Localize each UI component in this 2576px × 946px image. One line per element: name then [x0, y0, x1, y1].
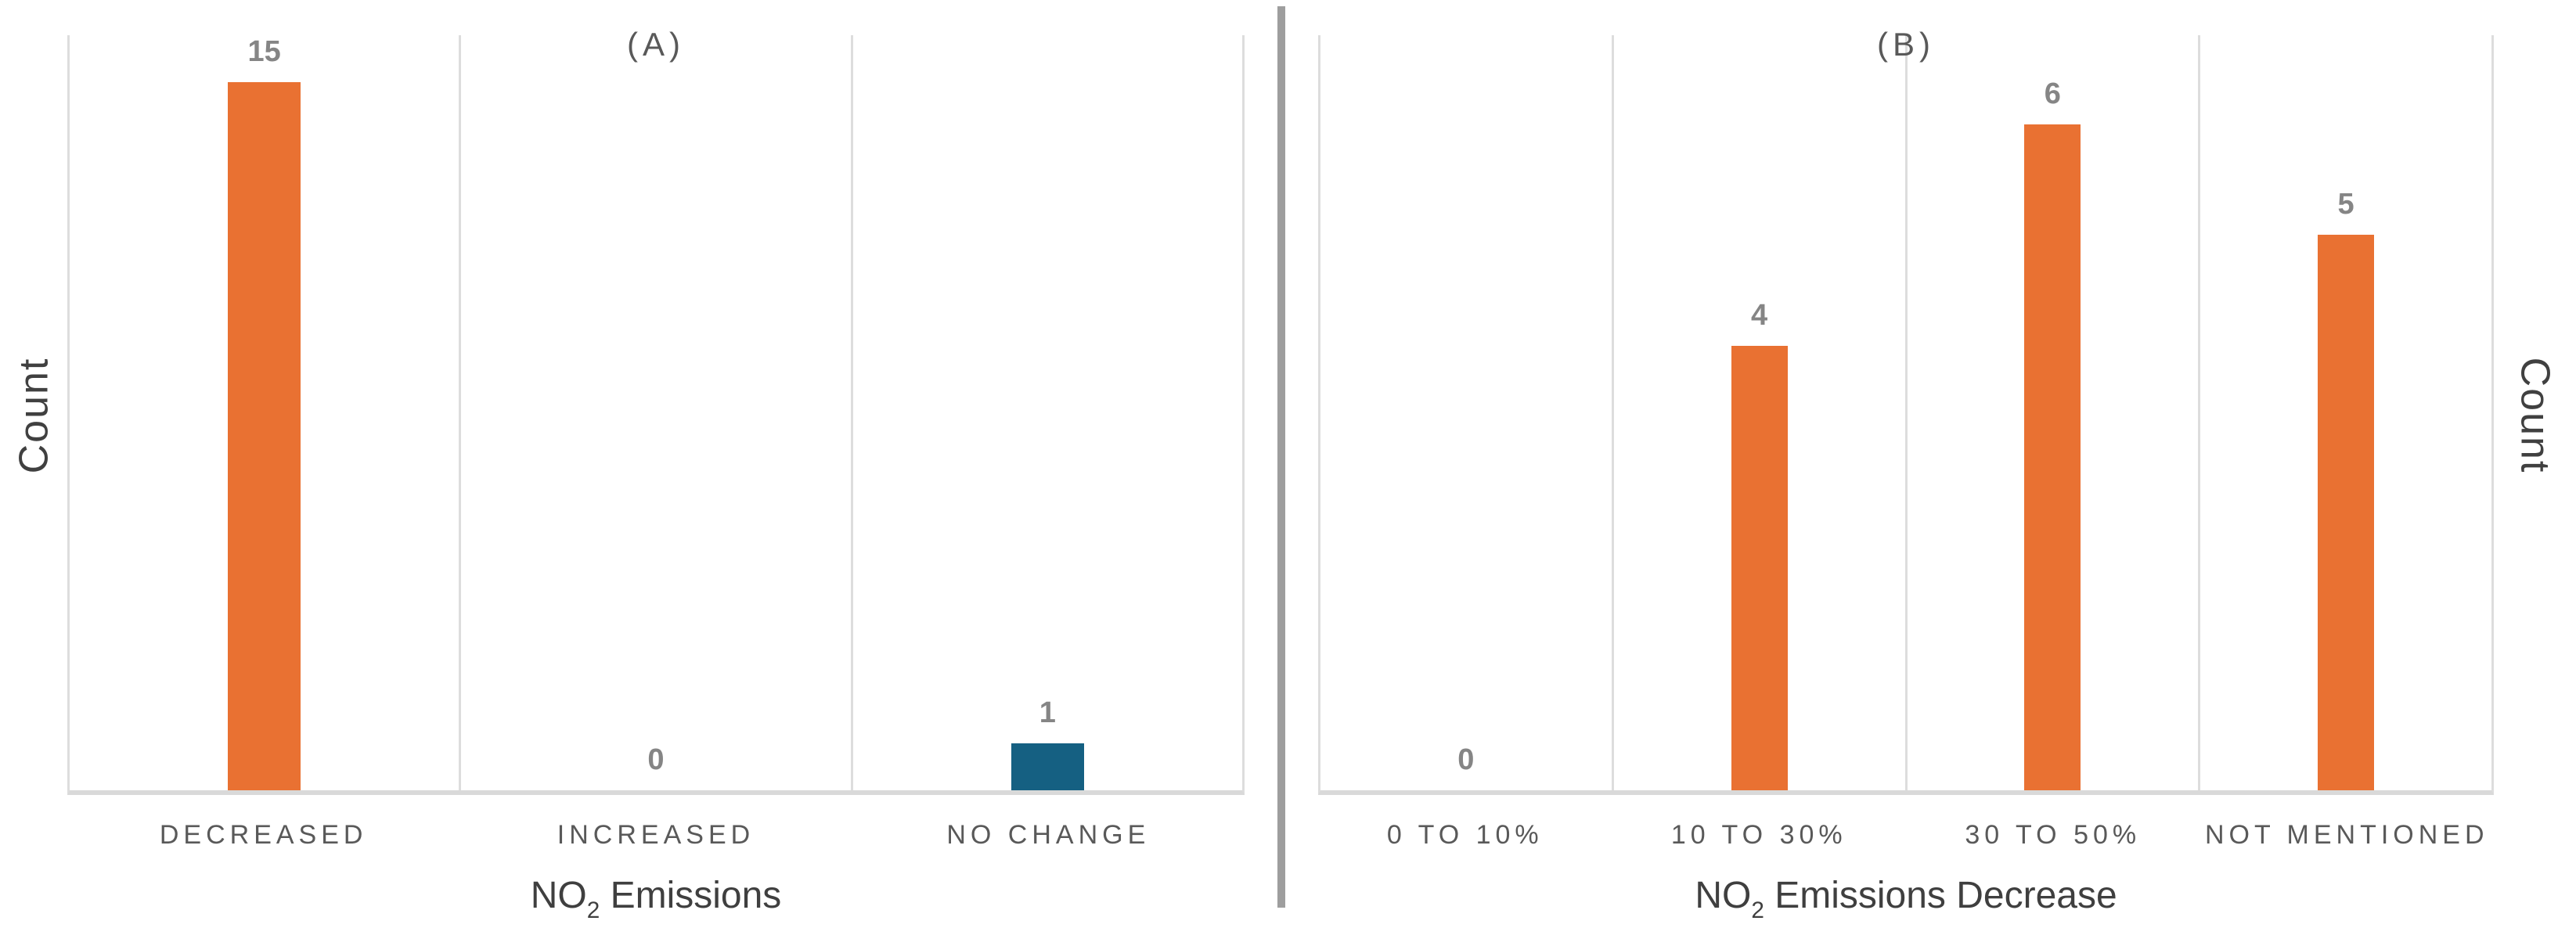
value-label-decreased: 15 — [247, 35, 281, 68]
y-axis-label-right-text: Count — [2512, 357, 2558, 473]
category-label-decreased: DECREASED — [159, 820, 368, 850]
category-cell-30-to-50: 6 — [1904, 35, 2199, 790]
category-cell-no-change: 1 — [850, 35, 1242, 790]
category-cell-0-to-10: 0 — [1320, 35, 1612, 790]
y-axis-label-left-text: Count — [11, 357, 57, 473]
category-label-increased: INCREASED — [557, 820, 755, 850]
value-label-0-to-10: 0 — [1457, 743, 1475, 776]
category-label-30-to-50: 30 TO 50% — [1965, 820, 2142, 850]
x-axis-title-prefix: NO — [1695, 875, 1752, 916]
x-axis-title-subscript: 2 — [1751, 897, 1764, 923]
y-axis-label-right: Count — [2494, 35, 2576, 795]
panel-b-category-labels: 0 TO 10% 10 TO 30% 30 TO 50% NOT MENTIONED — [1318, 795, 2494, 851]
bar-decreased — [228, 82, 301, 790]
category-cell-not-mentioned: 5 — [2198, 35, 2491, 790]
category-label-not-mentioned: NOT MENTIONED — [2204, 820, 2489, 850]
panel-b-x-axis-title: NO2 Emissions Decrease — [1318, 874, 2494, 923]
category-label-0-to-10: 0 TO 10% — [1386, 820, 1544, 850]
panel-a-category-labels: DECREASED INCREASED NO CHANGE — [67, 795, 1245, 851]
panel-a-plot-area: (A) 15 0 1 — [67, 26, 1245, 795]
x-axis-title-prefix: NO — [530, 875, 587, 916]
panel-a-x-axis-title: NO2 Emissions — [67, 874, 1245, 923]
category-cell-decreased: 15 — [70, 35, 459, 790]
panel-a-title: (A) — [627, 26, 685, 63]
value-label-30-to-50: 6 — [2044, 77, 2061, 110]
category-label-no-change: NO CHANGE — [946, 820, 1151, 850]
value-label-10-to-30: 4 — [1751, 299, 1768, 332]
bar-10-to-30 — [1731, 346, 1788, 790]
panel-b-plot-area: (B) 0 4 6 5 — [1318, 26, 2494, 795]
panel-divider-line — [1277, 6, 1285, 908]
category-label-10-to-30: 10 TO 30% — [1670, 820, 1847, 850]
category-cell-increased: 0 — [459, 35, 850, 790]
y-axis-label-left: Count — [0, 35, 67, 795]
panel-b: (B) 0 4 6 5 0 TO 10% 10 TO 30% 30 TO 50% NOT M… — [1318, 26, 2494, 923]
bar-not-mentioned — [2318, 235, 2375, 790]
value-label-no-change: 1 — [1039, 696, 1056, 729]
category-cell-10-to-30: 4 — [1611, 35, 1905, 790]
value-label-not-mentioned: 5 — [2337, 188, 2354, 221]
x-axis-title-suffix: Emissions Decrease — [1764, 875, 2117, 916]
x-axis-title-subscript: 2 — [586, 897, 600, 923]
bar-no-change — [1011, 743, 1084, 790]
value-label-increased: 0 — [647, 743, 665, 776]
panel-b-title: (B) — [1877, 26, 1935, 63]
bar-30-to-50 — [2024, 124, 2081, 790]
x-axis-title-suffix: Emissions — [600, 875, 782, 916]
panel-a: (A) 15 0 1 DECREASED INCREASED NO CHANGE NO2… — [67, 26, 1245, 923]
